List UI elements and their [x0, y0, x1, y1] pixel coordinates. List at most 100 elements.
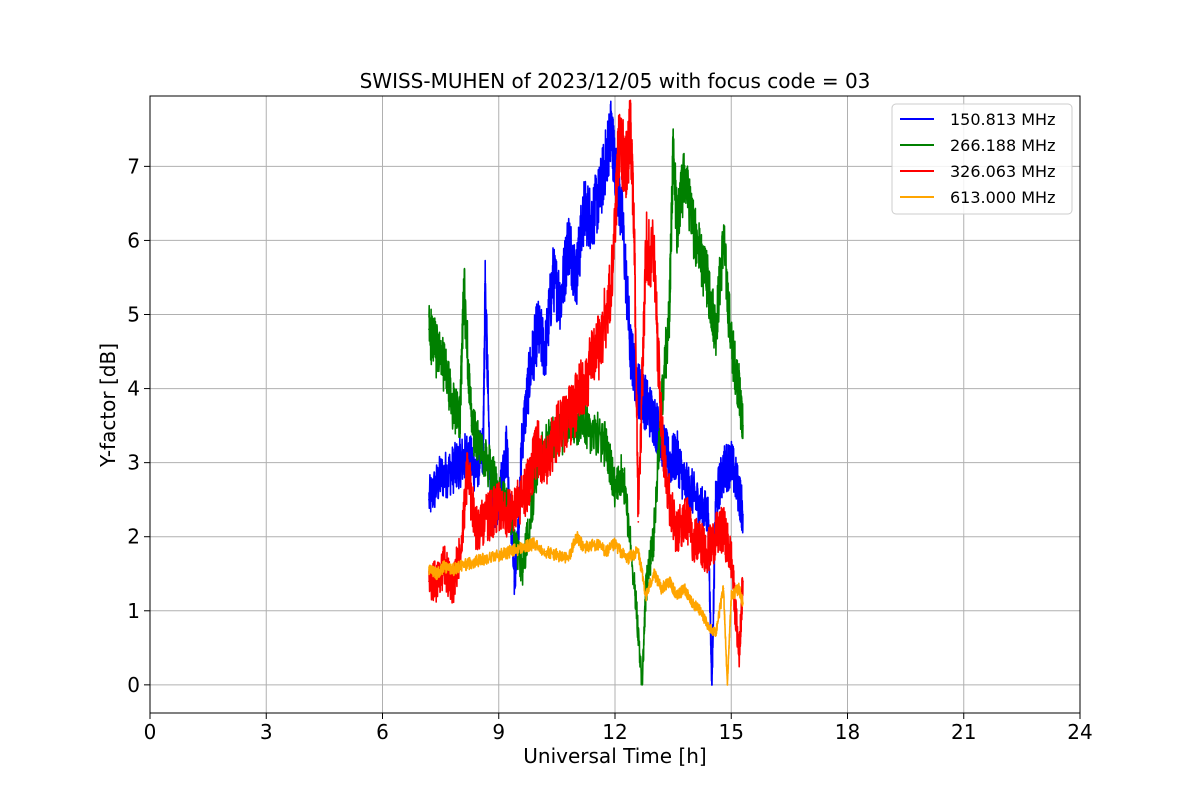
data-point [528, 521, 531, 523]
data-point [509, 550, 512, 553]
data-point [742, 424, 744, 427]
x-tick-label: 6 [376, 720, 389, 744]
data-point [707, 624, 709, 627]
data-point [726, 684, 729, 686]
data-point [699, 254, 702, 257]
data-point [629, 128, 632, 131]
data-point [466, 469, 469, 471]
data-point [730, 461, 733, 464]
data-point [707, 513, 709, 516]
data-point [652, 254, 655, 257]
data-point [470, 561, 473, 564]
data-point [699, 543, 702, 545]
x-axis-ticks: 0 3 6 9 12 15 18 21 24 [144, 713, 1093, 744]
data-point [606, 150, 609, 153]
data-point [459, 565, 461, 568]
data-point [474, 469, 477, 471]
data-point [528, 476, 531, 479]
data-point [699, 609, 702, 612]
data-point [625, 165, 628, 168]
data-point [614, 165, 616, 168]
data-point [470, 424, 473, 427]
data-point [598, 195, 601, 197]
x-tick-label: 18 [835, 720, 860, 744]
data-point [668, 498, 671, 501]
data-point [738, 491, 740, 494]
data-point [451, 569, 454, 571]
legend-label-2: 326.063 MHz [950, 162, 1055, 181]
data-point [691, 224, 694, 227]
data-point [594, 543, 597, 545]
data-point [544, 461, 547, 464]
data-point [497, 554, 500, 557]
series-layer [428, 99, 744, 686]
y-tick-label: 6 [127, 228, 140, 252]
legend-box [891, 103, 1073, 215]
data-point [645, 595, 647, 597]
data-point [742, 602, 744, 605]
data-point [459, 417, 461, 420]
data-point [451, 469, 454, 471]
data-point [435, 350, 438, 353]
data-point [610, 291, 612, 294]
x-tick-label: 0 [144, 720, 157, 744]
data-point [439, 476, 442, 479]
data-point [567, 558, 570, 560]
data-point [722, 587, 725, 590]
data-point [722, 239, 725, 242]
data-point [633, 239, 636, 242]
x-tick-label: 9 [492, 720, 505, 744]
data-point [629, 350, 632, 353]
x-tick-label: 12 [602, 720, 627, 744]
y-tick-label: 7 [127, 154, 140, 178]
data-point [722, 469, 725, 471]
data-point [490, 513, 492, 516]
data-point [583, 546, 585, 549]
data-point [556, 554, 558, 557]
data-point [521, 498, 523, 501]
x-tick-label: 15 [719, 720, 744, 744]
data-point [637, 521, 640, 523]
data-point [521, 439, 523, 442]
data-point [443, 365, 446, 368]
data-point [711, 684, 713, 686]
series-line-1 [428, 128, 744, 686]
data-point [742, 513, 744, 516]
y-axis-label: Y-factor [dB] [96, 343, 120, 468]
data-point [738, 654, 740, 657]
data-point [513, 580, 516, 583]
data-point [742, 580, 744, 583]
data-point [459, 550, 461, 553]
data-point [505, 446, 508, 449]
data-point [610, 128, 612, 131]
data-point [478, 446, 481, 449]
chart-title: SWISS-MUHEN of 2023/12/05 with focus cod… [360, 69, 871, 93]
data-point [490, 469, 492, 471]
legend: 150.813 MHz 266.188 MHz 326.063 MHz 613.… [891, 103, 1073, 215]
y-tick-label: 0 [127, 673, 140, 697]
data-point [714, 498, 717, 501]
data-point [583, 424, 585, 427]
data-point [652, 417, 655, 420]
data-point [559, 298, 562, 301]
data-point [532, 543, 535, 545]
data-point [730, 595, 733, 597]
data-point [683, 587, 686, 590]
data-point [707, 284, 709, 286]
data-point [567, 417, 570, 420]
data-point [594, 432, 597, 434]
data-point [509, 513, 512, 516]
data-point [683, 484, 686, 486]
data-point [474, 528, 477, 531]
data-point [633, 580, 636, 583]
data-point [521, 572, 523, 575]
data-point [528, 372, 531, 375]
data-point [672, 150, 674, 153]
data-point [625, 558, 628, 560]
data-point [590, 217, 593, 220]
data-point [575, 402, 578, 405]
data-point [641, 684, 643, 686]
legend-label-0: 150.813 MHz [950, 110, 1055, 129]
data-point [621, 224, 624, 227]
data-point [459, 461, 461, 464]
